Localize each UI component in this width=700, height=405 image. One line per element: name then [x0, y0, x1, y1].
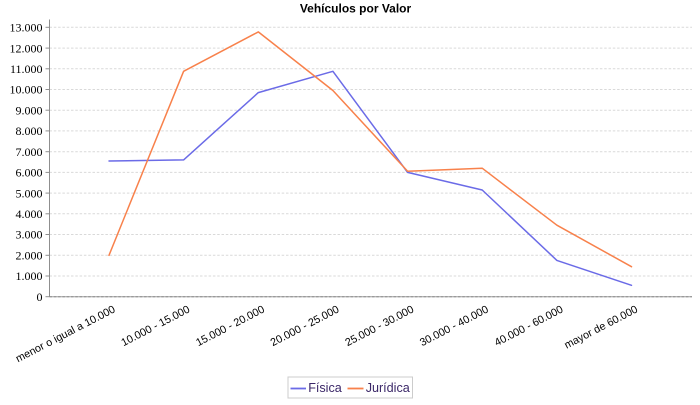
svg-text:13.000: 13.000: [10, 21, 43, 35]
svg-text:12.000: 12.000: [10, 41, 43, 55]
svg-text:menor o igual a 10.000: menor o igual a 10.000: [14, 304, 118, 366]
svg-text:7.000: 7.000: [16, 145, 43, 159]
svg-text:10.000: 10.000: [10, 83, 43, 97]
svg-text:40.000 - 60.000: 40.000 - 60.000: [493, 304, 566, 350]
svg-text:Física: Física: [308, 381, 342, 395]
svg-text:Vehículos por Valor: Vehículos por Valor: [300, 2, 412, 16]
svg-text:25.000 - 30.000: 25.000 - 30.000: [343, 304, 416, 350]
svg-text:5.000: 5.000: [16, 186, 43, 200]
svg-text:2.000: 2.000: [16, 249, 43, 263]
svg-text:9.000: 9.000: [16, 103, 43, 117]
svg-text:mayor de 60.000: mayor de 60.000: [562, 304, 639, 352]
svg-text:Jurídica: Jurídica: [366, 381, 410, 395]
svg-text:30.000 - 40.000: 30.000 - 40.000: [418, 304, 491, 350]
svg-text:11.000: 11.000: [10, 62, 43, 76]
svg-text:10.000 - 15.000: 10.000 - 15.000: [119, 304, 192, 350]
svg-text:6.000: 6.000: [16, 166, 43, 180]
svg-text:3.000: 3.000: [16, 228, 43, 242]
svg-text:1.000: 1.000: [16, 269, 43, 283]
svg-text:4.000: 4.000: [16, 207, 43, 221]
svg-text:20.000 - 25.000: 20.000 - 25.000: [269, 304, 342, 350]
svg-text:0: 0: [37, 290, 43, 304]
svg-text:8.000: 8.000: [16, 124, 43, 138]
svg-text:15.000 - 20.000: 15.000 - 20.000: [194, 304, 267, 350]
